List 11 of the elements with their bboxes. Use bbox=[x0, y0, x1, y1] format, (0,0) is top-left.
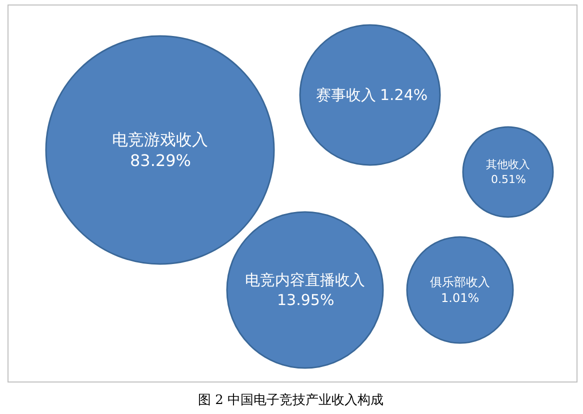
data-label: 13.95% bbox=[277, 291, 334, 309]
caption: 图 2 中国电子竞技产业收入构成 bbox=[198, 393, 384, 408]
category-label: 赛事收入 bbox=[316, 86, 376, 104]
data-label: 83.29% bbox=[130, 151, 192, 170]
category-label: 其他收入 bbox=[486, 158, 530, 171]
data-label: 0.51% bbox=[491, 173, 526, 186]
category-label: 俱乐部收入 bbox=[430, 275, 490, 289]
category-label: 电竞内容直播收入 bbox=[245, 271, 365, 289]
data-label: 1.24% bbox=[380, 86, 428, 104]
data-label: 1.01% bbox=[441, 291, 480, 305]
category-label: 电竞游戏收入 bbox=[112, 130, 208, 149]
